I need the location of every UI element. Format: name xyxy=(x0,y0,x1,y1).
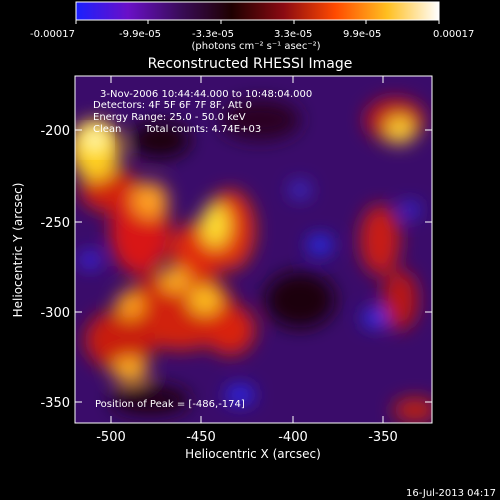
y-tick-label: -300 xyxy=(40,306,70,321)
energy-range-text: Energy Range: 25.0 - 50.0 keV xyxy=(93,112,246,123)
peak-position-text: Position of Peak = [-486,-174] xyxy=(95,399,245,410)
y-axis-label: Heliocentric Y (arcsec) xyxy=(11,183,25,318)
x-axis-label: Heliocentric X (arcsec) xyxy=(185,447,321,461)
time-range-text: 3-Nov-2006 10:44:44.000 to 10:48:04.000 xyxy=(100,89,312,100)
axis-ticks xyxy=(75,76,432,423)
footer-timestamp: 16-Jul-2013 04:17 xyxy=(406,488,496,499)
y-tick-label: -250 xyxy=(40,216,70,231)
colorbar-unit-label: (photons cm⁻² s⁻¹ asec⁻²) xyxy=(191,41,320,52)
method-text: Clean xyxy=(93,124,121,135)
x-tick-label: -350 xyxy=(368,430,398,445)
plot-frame xyxy=(74,75,433,424)
colorbar-ticks xyxy=(75,20,440,24)
solar-map-image xyxy=(75,76,432,423)
y-tick-label: -350 xyxy=(40,396,70,411)
plot-title: Reconstructed RHESSI Image xyxy=(148,56,353,72)
colorbar-tick-label: 3.3e-05 xyxy=(274,29,312,40)
colorbar xyxy=(75,1,440,21)
colorbar-tick-label: -0.00017 xyxy=(30,29,75,40)
x-tick-label: -450 xyxy=(186,430,216,445)
detectors-text: Detectors: 4F 5F 6F 7F 8F, Att 0 xyxy=(93,100,252,111)
colorbar-tick-label: 0.00017 xyxy=(433,29,474,40)
x-tick-label: -400 xyxy=(278,430,308,445)
total-counts-text: Total counts: 4.74E+03 xyxy=(144,124,261,135)
x-tick-label: -500 xyxy=(96,430,126,445)
colorbar-tick-label: -3.3e-05 xyxy=(192,29,234,40)
colorbar-tick-label: -9.9e-05 xyxy=(119,29,161,40)
y-tick-label: -200 xyxy=(40,124,70,139)
colorbar-tick-label: 9.9e-05 xyxy=(343,29,381,40)
